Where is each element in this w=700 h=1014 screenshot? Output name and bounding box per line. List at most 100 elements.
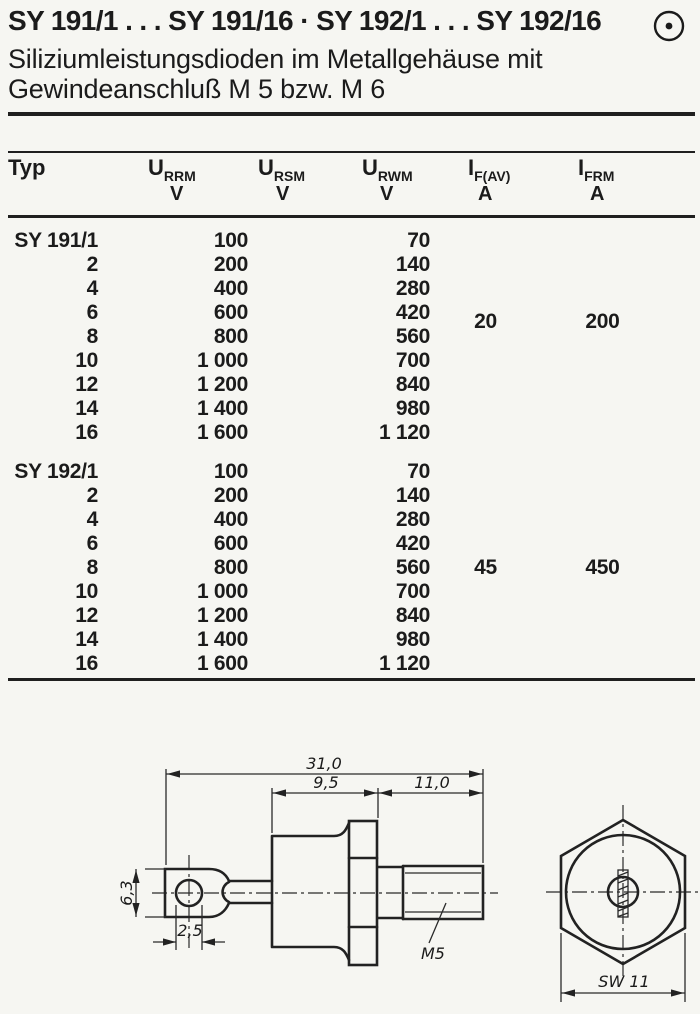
cell-ursm — [248, 508, 310, 532]
cell-urwm: 280 — [395, 277, 430, 300]
cell-urwm: 700 — [395, 349, 430, 372]
lead-circle — [606, 875, 640, 909]
table-row: 2 200 140 — [8, 253, 692, 277]
cell-typ: SY 191/1 — [14, 229, 98, 252]
table-row: 12 1 200 840 — [8, 604, 692, 628]
cell-ursm — [248, 484, 310, 508]
cell-typ: 8 — [86, 556, 99, 579]
stud-neck — [376, 864, 405, 921]
threaded-stud — [401, 864, 485, 921]
cell-typ: 6 — [86, 532, 99, 555]
table-row: 14 1 400 980 — [8, 397, 692, 421]
cell-urwm: 70 — [407, 229, 430, 252]
circled-dot-icon — [651, 8, 687, 49]
table-row: 6 600 420 — [8, 532, 692, 556]
cell-urwm: 420 — [395, 301, 430, 324]
slot-hatching — [617, 871, 629, 918]
cell-urrm: 1 600 — [196, 652, 248, 675]
cell-ifav-merged: 20 — [474, 310, 497, 333]
table-row: 6 600 420 — [8, 301, 692, 325]
cell-ursm — [248, 229, 310, 253]
cell-urwm: 560 — [395, 556, 430, 579]
column-header-urwm: URWM V — [362, 155, 413, 205]
cell-typ: 10 — [75, 349, 98, 372]
cell-urrm: 800 — [213, 325, 248, 348]
cell-ursm — [248, 460, 310, 484]
cell-typ: 16 — [75, 652, 98, 675]
cell-urwm: 140 — [395, 484, 430, 507]
cell-urrm: 1 200 — [196, 373, 248, 396]
cell-urrm: 200 — [213, 484, 248, 507]
technical-drawing: 31,0 9,5 11,0 6,3 2,5 — [117, 754, 698, 1002]
cell-urrm: 600 — [213, 301, 248, 324]
cell-urrm: 800 — [213, 556, 248, 579]
cell-urwm: 700 — [395, 580, 430, 603]
column-header-urrm: URRM V — [148, 155, 196, 205]
body-circle — [564, 833, 682, 951]
cell-ursm — [248, 325, 310, 349]
cell-typ: 4 — [86, 508, 99, 531]
end-view-drawing: SW 11 — [546, 805, 698, 1002]
table-row: 8 800 560 — [8, 325, 692, 349]
cell-typ: 12 — [75, 373, 98, 396]
cell-ursm — [248, 628, 310, 652]
subtitle-line-1: Siliziumleistungsdioden im Metallgehäuse… — [8, 44, 543, 74]
cell-urrm: 1 000 — [196, 349, 248, 372]
thread-root-lines — [405, 872, 481, 913]
cell-ifav-merged: 45 — [474, 556, 497, 579]
hex-outline — [559, 818, 687, 966]
cell-ursm — [248, 604, 310, 628]
cell-urrm: 200 — [213, 253, 248, 276]
unit-urrm: V — [170, 183, 184, 205]
cell-ifrm-merged: 200 — [585, 310, 620, 333]
cell-ursm — [248, 652, 310, 676]
dim-label-stud: 11,0 — [414, 773, 450, 792]
cell-typ: 2 — [86, 484, 99, 507]
cell-ifrm-merged: 450 — [585, 556, 620, 579]
cell-urwm: 420 — [395, 532, 430, 555]
cell-urrm: 1 000 — [196, 580, 248, 603]
table-row: 16 1 600 1 120 — [8, 421, 692, 445]
cell-urwm: 140 — [395, 253, 430, 276]
unit-urwm: V — [380, 183, 394, 205]
cell-ursm — [248, 349, 310, 373]
table-row: SY 192/1 100 70 — [8, 460, 692, 484]
cell-typ: 8 — [86, 325, 99, 348]
cell-urwm: 1 120 — [378, 652, 430, 675]
cell-ursm — [248, 397, 310, 421]
unit-ursm: V — [276, 183, 290, 205]
column-header-ifrm: IFRM A — [578, 155, 615, 205]
page-subtitle: Siliziumleistungsdioden im Metallgehäuse… — [8, 44, 668, 104]
cell-typ: SY 192/1 — [14, 460, 98, 483]
cell-urwm: 980 — [395, 397, 430, 420]
subtitle-line-2: Gewindeanschluß M 5 bzw. M 6 — [8, 74, 386, 104]
cell-urrm: 1 200 — [196, 604, 248, 627]
table-row: 10 1 000 700 — [8, 349, 692, 373]
cell-typ: 6 — [86, 301, 99, 324]
cell-urrm: 400 — [213, 508, 248, 531]
cell-typ: 12 — [75, 604, 98, 627]
table-row: 14 1 400 980 — [8, 628, 692, 652]
column-header-typ: Typ — [8, 155, 46, 180]
cell-ursm — [248, 253, 310, 277]
cell-ursm — [248, 532, 310, 556]
table-top-rule — [8, 151, 695, 153]
cell-typ: 16 — [75, 421, 98, 444]
cell-urrm: 400 — [213, 277, 248, 300]
cell-urrm: 600 — [213, 532, 248, 555]
cell-urrm: 100 — [213, 460, 248, 483]
hex-facet-lines — [347, 856, 379, 929]
lug-hole — [174, 878, 204, 908]
dim-label-lug-height: 6,3 — [117, 880, 136, 905]
cell-urwm: 1 120 — [378, 421, 430, 444]
unit-ifav: A — [478, 183, 493, 205]
thread-label: M5 — [421, 944, 445, 963]
cell-typ: 14 — [75, 397, 98, 420]
cell-ursm — [248, 277, 310, 301]
table-header-rule — [8, 215, 695, 218]
dim-label-overall: 31,0 — [306, 754, 342, 773]
cell-urwm: 70 — [407, 460, 430, 483]
